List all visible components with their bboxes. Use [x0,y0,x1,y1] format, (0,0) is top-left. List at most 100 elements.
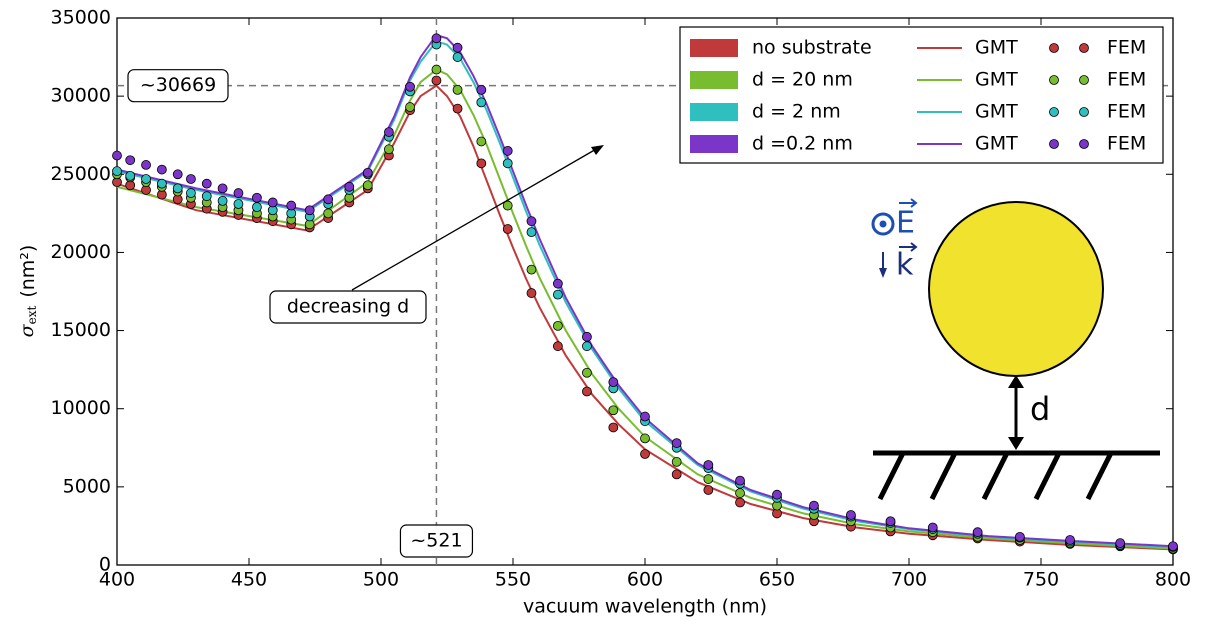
fem-point [156,178,167,189]
fem-point [1014,531,1025,542]
hline-label-box [127,69,229,103]
fem-point [201,191,212,202]
k-label: k [896,248,914,283]
legend-marker [1049,107,1059,117]
y-label-symbol: σ [16,323,38,337]
fem-point [552,278,563,289]
fem-point [526,216,537,227]
legend-label: d =0.2 nm [752,133,853,155]
e-field-dot [879,220,887,228]
fem-point [1065,535,1075,545]
fem-point [452,42,463,53]
fem-point [972,527,983,538]
substrate-hatch [877,451,1114,501]
fem-point [217,195,228,206]
legend-marker [1079,139,1089,149]
gmt-line [116,84,1174,551]
arrow-label-box [269,290,427,324]
e-field-label: E [896,206,915,241]
legend-gmt-label: GMT [975,69,1018,91]
fem-point [323,194,334,205]
fem-point [344,181,355,192]
x-tick-label: 450 [231,569,267,591]
fem-point [552,341,563,352]
fem-point [476,136,487,147]
fem-point [476,158,487,169]
e-field-symbol [871,212,895,236]
fem-point [112,150,122,161]
fem-point [141,174,151,184]
fem-point [267,197,278,208]
fem-point [233,199,244,209]
fem-point [809,500,819,511]
fem-point [582,367,592,378]
legend-gmt-label: GMT [975,101,1018,123]
x-tick-label: 500 [363,569,399,591]
y-label-subscript: ext [25,305,39,324]
fem-point [526,288,537,298]
fem-point [671,469,682,480]
fem-point [885,516,896,527]
legend-swatch [690,39,738,57]
fem-point [735,497,745,508]
y-tick-label: 35000 [51,7,111,29]
fem-point [476,84,487,95]
fem-point [323,208,334,219]
fem-point [431,75,442,86]
arrow-line [351,147,599,291]
legend-marker [1079,107,1089,117]
gmt-line [116,68,1174,550]
legend-fem-label: FEM [1107,133,1146,155]
y-tick-label: 0 [99,554,111,576]
fem-point [217,183,228,194]
legend-fem-label: FEM [1107,101,1146,123]
arrow-head [591,145,604,155]
x-tick-label: 800 [1155,569,1191,591]
fem-point [452,84,463,95]
legend-marker [1049,75,1059,85]
fem-point [608,377,619,388]
fem-point [640,411,650,422]
fem-point [703,460,714,470]
fem-point [582,386,592,397]
fem-point [1115,538,1126,549]
fem-point [156,164,167,175]
fem-point [186,174,196,184]
fem-point [431,64,442,75]
k-vector-arrow [899,242,918,252]
legend-fem-label: FEM [1107,37,1146,59]
fem-point [502,158,513,169]
x-axis-label: vacuum wavelength (nm) [523,596,767,618]
fem-point [362,180,373,191]
fem-point [112,166,122,177]
fem-point [125,170,136,181]
fem-point [526,227,537,238]
arrow-label: decreasing d [287,296,409,318]
legend-label: d = 2 nm [752,101,841,123]
fem-point [608,422,619,433]
fem-point [526,264,537,275]
x-tick-label: 600 [627,569,663,591]
y-axis-label: σext (nm²) [16,245,39,338]
fem-point [671,456,682,467]
legend-gmt-label: GMT [975,133,1018,155]
hline-label: ~30669 [140,74,216,96]
legend-fem-label: FEM [1107,69,1146,91]
fem-point [927,522,938,533]
fem-point [502,145,513,156]
y-label-unit: (nm²) [17,245,39,298]
fem-point [252,202,262,213]
legend: no substrate GMT FEM d = 20 nm GMT FEM d = 2 n… [679,26,1164,164]
fem-point [552,289,563,300]
fem-point [405,102,415,112]
x-tick-label: 550 [495,569,531,591]
fem-point [640,433,650,444]
fem-point [735,488,745,499]
vline-label: ~521 [410,530,462,552]
fem-point [582,331,592,342]
x-tick-label: 650 [759,569,795,591]
fem-point [476,97,487,108]
x-tick-label: 750 [1023,569,1059,591]
inset: d E k [871,198,1160,501]
